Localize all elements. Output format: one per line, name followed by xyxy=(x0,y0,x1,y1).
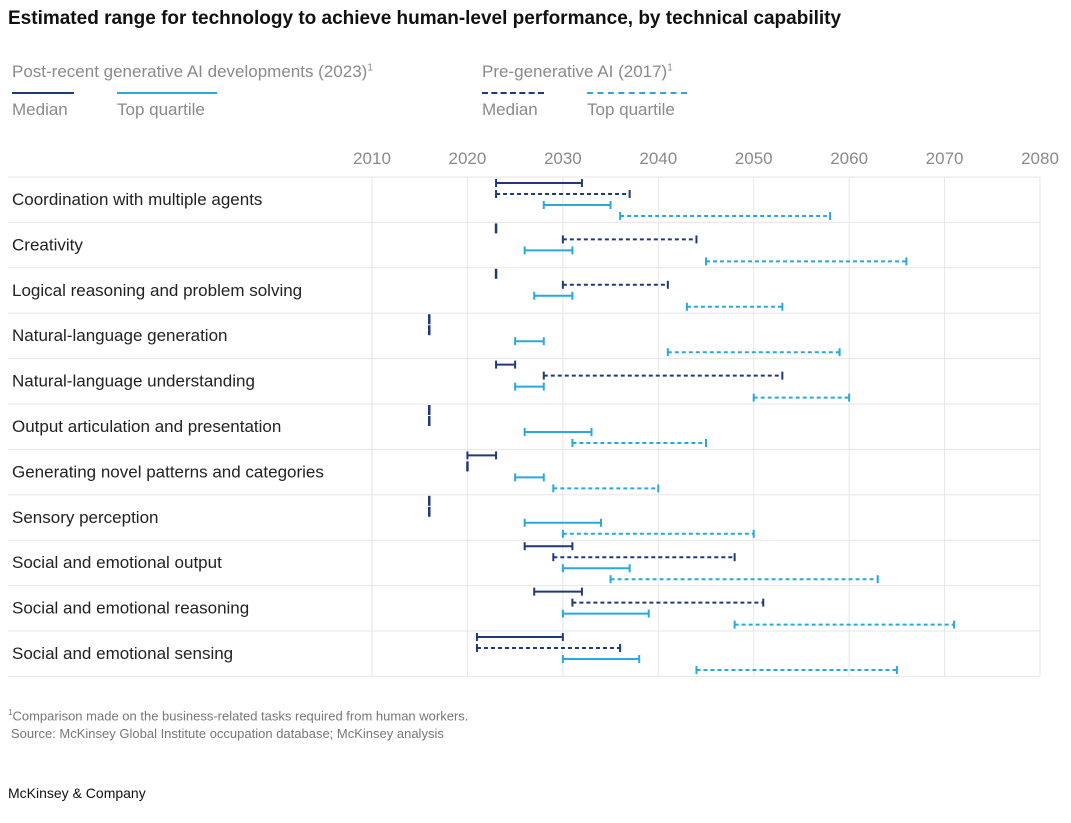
category-label: Natural-language understanding xyxy=(12,372,255,391)
category-label: Creativity xyxy=(12,235,83,254)
source-note: Source: McKinsey Global Institute occupa… xyxy=(11,726,444,741)
legend-post-median-swatch xyxy=(12,92,74,94)
legend-pre-quartile-label: Top quartile xyxy=(587,100,675,119)
legend-post-footnote-marker: 1 xyxy=(367,62,373,74)
footnote-marker: 1 xyxy=(8,708,13,717)
category-label: Generating novel patterns and categories xyxy=(12,462,324,481)
legend-pre-title-text: Pre-generative AI (2017) xyxy=(482,62,668,81)
x-tick-label: 2070 xyxy=(926,149,964,168)
legend-pre-median-swatch xyxy=(482,92,544,94)
legend-post-quartile-label: Top quartile xyxy=(117,100,205,119)
legend-pre-quartile-swatch xyxy=(587,92,687,94)
footnote: 1Comparison made on the business-related… xyxy=(8,708,468,723)
brand-logo-text: McKinsey & Company xyxy=(8,785,146,801)
category-label: Social and emotional output xyxy=(12,553,222,572)
legend-post-title-text: Post-recent generative AI developments (… xyxy=(12,62,368,81)
category-label: Natural-language generation xyxy=(12,326,228,345)
legend-post-median-label: Median xyxy=(12,100,68,119)
x-tick-label: 2060 xyxy=(830,149,868,168)
x-tick-label: 2040 xyxy=(639,149,677,168)
category-label: Logical reasoning and problem solving xyxy=(12,281,302,300)
legend-post-title: Post-recent generative AI developments (… xyxy=(12,62,373,82)
range-chart: 2010 2020 2030 2040 2050 2060 2070 2080 Coordina… xyxy=(8,149,1059,677)
footnote-text: Comparison made on the business-related … xyxy=(12,708,469,724)
x-tick-label: 2080 xyxy=(1021,149,1059,168)
chart-title: Estimated range for technology to achiev… xyxy=(8,8,842,29)
legend-post-quartile-swatch xyxy=(117,92,217,94)
category-label: Social and emotional reasoning xyxy=(12,599,249,618)
x-tick-label: 2010 xyxy=(353,149,391,168)
legend-pre-footnote-marker: 1 xyxy=(667,62,673,74)
category-label: Output articulation and presentation xyxy=(12,417,281,436)
category-label: Social and emotional sensing xyxy=(12,644,233,663)
x-tick-label: 2020 xyxy=(449,149,487,168)
category-label: Sensory perception xyxy=(12,508,158,527)
x-tick-label: 2050 xyxy=(735,149,773,168)
x-tick-label: 2030 xyxy=(544,149,582,168)
legend-pre-title: Pre-generative AI (2017)1 xyxy=(482,62,673,82)
legend-pre-median-label: Median xyxy=(482,100,538,119)
category-label: Coordination with multiple agents xyxy=(12,190,262,209)
